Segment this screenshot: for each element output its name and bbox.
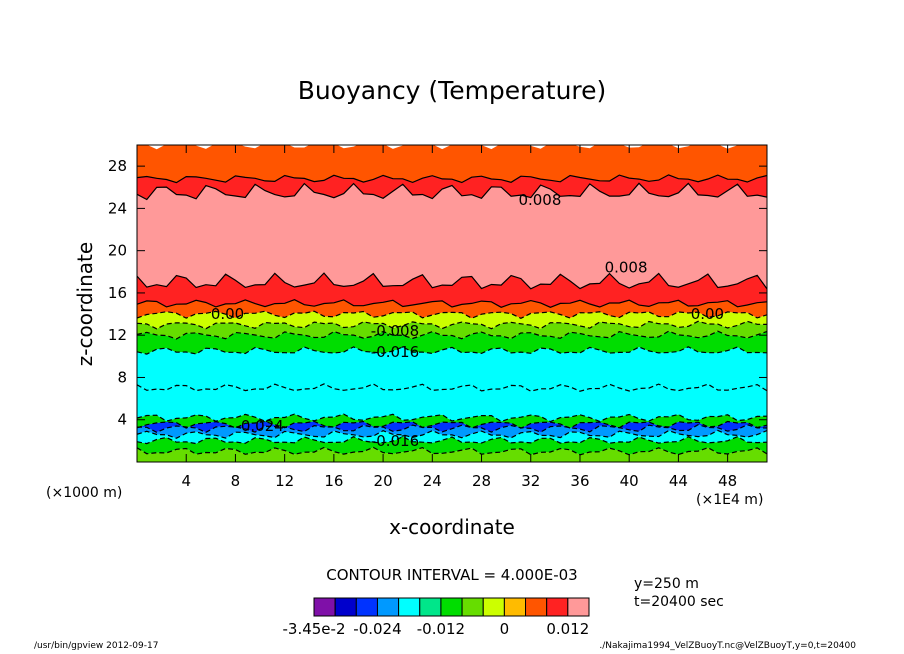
y-tick-label: 12: [108, 326, 127, 344]
contour-label: -0.016: [371, 343, 419, 361]
contour-label: 0.008: [605, 259, 648, 277]
y-tick-label: 24: [108, 199, 127, 217]
footer-right: ./Nakajima1994_VelZBuoyT.nc@VelZBuoyT,y=…: [599, 641, 856, 651]
colorbar-swatch: [419, 597, 442, 617]
colorbar-swatch: [440, 597, 463, 617]
colorbar-tick-label: 0: [500, 620, 510, 638]
colorbar-tick-label: -0.024: [353, 620, 401, 638]
y-axis-label: z-coordinate: [73, 242, 97, 366]
x-tick-label: 24: [423, 472, 442, 490]
y-tick-label: 28: [108, 157, 127, 175]
colorbar-swatch: [482, 597, 505, 617]
colorbar-tick-label: -3.45e-2: [283, 620, 346, 638]
colorbar-tick-label: 0.012: [546, 620, 589, 638]
contour-line: [137, 413, 767, 423]
contour-band: [137, 424, 767, 439]
colorbar-swatch: [355, 597, 378, 617]
contour-label: -0.024: [235, 417, 283, 435]
contour-band: [137, 447, 767, 462]
y-tick-label: 16: [108, 284, 127, 302]
colorbar-swatch: [525, 597, 548, 617]
contour-line: [137, 182, 767, 201]
colorbar-swatch: [398, 597, 421, 617]
chart-title: Buoyancy (Temperature): [297, 76, 607, 105]
y-tick-label: 8: [117, 368, 127, 386]
contour-line-layer: [137, 174, 767, 456]
contour-interval-text: CONTOUR INTERVAL = 4.000E-03: [326, 566, 578, 584]
contour-band: [137, 331, 767, 355]
contour-line: [137, 383, 767, 392]
contour-band: [137, 321, 767, 339]
y-tick-label: 4: [117, 411, 127, 429]
x-axis-label: x-coordinate: [389, 515, 515, 539]
x-tick-label: 8: [231, 472, 241, 490]
colorbar-swatch: [503, 597, 527, 617]
y-axis: 4 8 12 16 20 24 28: [108, 157, 767, 429]
colorbar-swatch: [313, 597, 336, 617]
meta-y: y=250 m: [634, 576, 699, 592]
x-tick-label: 4: [181, 472, 191, 490]
contour-line: [137, 310, 767, 319]
contour-line: [137, 330, 767, 340]
x-tick-label: 28: [472, 472, 491, 490]
contour-line: [137, 320, 767, 330]
colorbar-swatch: [461, 597, 484, 617]
x-tick-label: 36: [570, 472, 589, 490]
x-axis: 4 8 12 16 20 24 28 32 36 40 44 48: [181, 145, 737, 490]
x-tick-label: 40: [620, 472, 639, 490]
plot-frame: [136, 144, 768, 463]
x-tick-label: 32: [521, 472, 540, 490]
contour-line: [137, 299, 767, 308]
contour-label-layer: 0.008 0.008 0.00 0.00 -0.008 -0.016 -0.024 -0.0…: [211, 191, 724, 450]
contour-band: [137, 346, 767, 392]
colorbar-swatch: [334, 597, 357, 617]
colorbar: -3.45e-2 -0.024 -0.012 0 0.012: [283, 597, 590, 638]
x-tick-label: 48: [718, 472, 737, 490]
x-tick-label: 20: [374, 472, 393, 490]
contour-label: -0.008: [371, 322, 419, 340]
colorbar-swatch: [567, 597, 590, 617]
contour-band: [137, 436, 767, 455]
x-tick-label: 16: [324, 472, 343, 490]
x-unit-right: (×1E4 m): [696, 492, 764, 508]
contour-band: [137, 145, 767, 183]
contour-line: [137, 420, 767, 429]
colorbar-swatch: [376, 597, 400, 617]
contour-band: [137, 273, 767, 308]
contour-line: [137, 346, 767, 355]
contour-band: [137, 383, 767, 422]
y-tick-label: 20: [108, 242, 127, 260]
contour-label: 0.00: [211, 305, 244, 323]
contour-label: -0.016: [371, 432, 419, 450]
contour-line: [137, 429, 767, 439]
footer-left: /usr/bin/gpview 2012-09-17: [34, 641, 159, 651]
contour-band: [137, 183, 767, 289]
contour-line: [137, 446, 767, 456]
colorbar-swatch: [546, 597, 569, 617]
contour-label: 0.00: [691, 305, 724, 323]
x-tick-label: 12: [275, 472, 294, 490]
contour-line: [137, 272, 767, 290]
contour-label: 0.008: [518, 191, 561, 209]
contour-band: [137, 299, 767, 319]
contour-line: [137, 424, 767, 433]
x-unit-left: (×1000 m): [46, 485, 123, 501]
x-tick-label: 44: [669, 472, 688, 490]
contour-line: [137, 174, 767, 184]
meta-t: t=20400 sec: [634, 594, 724, 610]
colorbar-tick-label: -0.012: [417, 620, 465, 638]
contour-line: [137, 436, 767, 445]
